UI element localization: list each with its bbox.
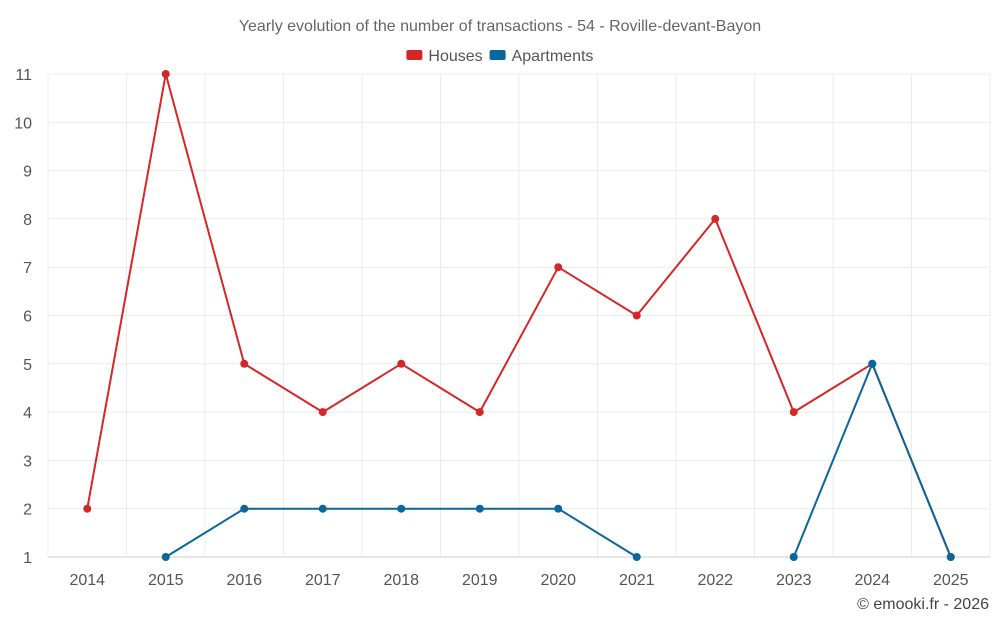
apartments-point[interactable] xyxy=(632,553,641,561)
legend-item-houses[interactable]: Houses xyxy=(406,48,483,65)
houses-point[interactable] xyxy=(397,359,406,368)
houses-point[interactable] xyxy=(632,311,641,320)
credit-text: © emooki.fr - 2026 xyxy=(857,596,989,613)
apartments-point[interactable] xyxy=(161,553,170,561)
apartments-point[interactable] xyxy=(789,553,798,561)
chart-title: Yearly evolution of the number of transa… xyxy=(239,18,761,35)
legend-swatch xyxy=(489,50,506,60)
houses-line xyxy=(86,73,952,558)
x-tick-label: 2014 xyxy=(69,572,105,589)
legend-item-apartments[interactable]: Apartments xyxy=(489,48,594,65)
y-tick-label: 6 xyxy=(23,309,32,326)
grid xyxy=(47,73,991,558)
apartments-point[interactable] xyxy=(554,504,563,513)
houses-point[interactable] xyxy=(318,408,327,417)
x-tick-label: 2020 xyxy=(540,572,576,589)
apartments-point[interactable] xyxy=(475,504,484,513)
legend-swatch xyxy=(406,50,423,60)
x-tick-label: 2019 xyxy=(462,572,498,589)
y-tick-label: 7 xyxy=(23,260,32,277)
houses-point[interactable] xyxy=(240,359,249,368)
houses-point[interactable] xyxy=(475,408,484,417)
y-tick-label: 1 xyxy=(23,550,32,567)
apartments-point[interactable] xyxy=(240,504,249,513)
y-tick-label: 3 xyxy=(23,453,32,470)
houses-point[interactable] xyxy=(161,70,170,78)
y-tick-label: 5 xyxy=(23,357,32,374)
series xyxy=(83,70,955,561)
y-tick-label: 4 xyxy=(23,405,32,422)
x-tick-label: 2016 xyxy=(226,572,262,589)
x-tick-label: 2024 xyxy=(854,572,890,589)
y-axis: 1 2 3 4 5 6 7 8 9 10 11 xyxy=(14,67,32,567)
y-tick-label: 9 xyxy=(23,164,32,181)
y-tick-label: 2 xyxy=(23,502,32,519)
y-tick-label: 8 xyxy=(23,212,32,229)
legend-label: Houses xyxy=(428,48,482,65)
x-tick-label: 2022 xyxy=(697,572,733,589)
y-tick-label: 11 xyxy=(15,67,32,84)
apartments-point[interactable] xyxy=(946,553,955,561)
x-tick-label: 2025 xyxy=(933,572,969,589)
x-tick-label: 2017 xyxy=(305,572,341,589)
series-apartments xyxy=(161,359,955,561)
legend: Houses Apartments xyxy=(406,48,593,65)
x-tick-label: 2023 xyxy=(776,572,812,589)
houses-point[interactable] xyxy=(83,504,92,513)
apartments-point[interactable] xyxy=(868,359,877,368)
x-tick-label: 2021 xyxy=(619,572,655,589)
x-tick-label: 2015 xyxy=(148,572,184,589)
y-tick-label: 10 xyxy=(14,115,32,132)
x-tick-label: 2018 xyxy=(383,572,419,589)
apartments-line xyxy=(165,507,638,558)
houses-point[interactable] xyxy=(789,408,798,417)
x-axis: 2014 2015 2016 2017 2018 2019 2020 2021 2022 2023… xyxy=(69,572,968,589)
houses-point[interactable] xyxy=(711,214,720,223)
apartments-point[interactable] xyxy=(318,504,327,513)
apartments-point[interactable] xyxy=(397,504,406,513)
houses-point[interactable] xyxy=(554,263,563,272)
legend-label: Apartments xyxy=(512,48,594,65)
